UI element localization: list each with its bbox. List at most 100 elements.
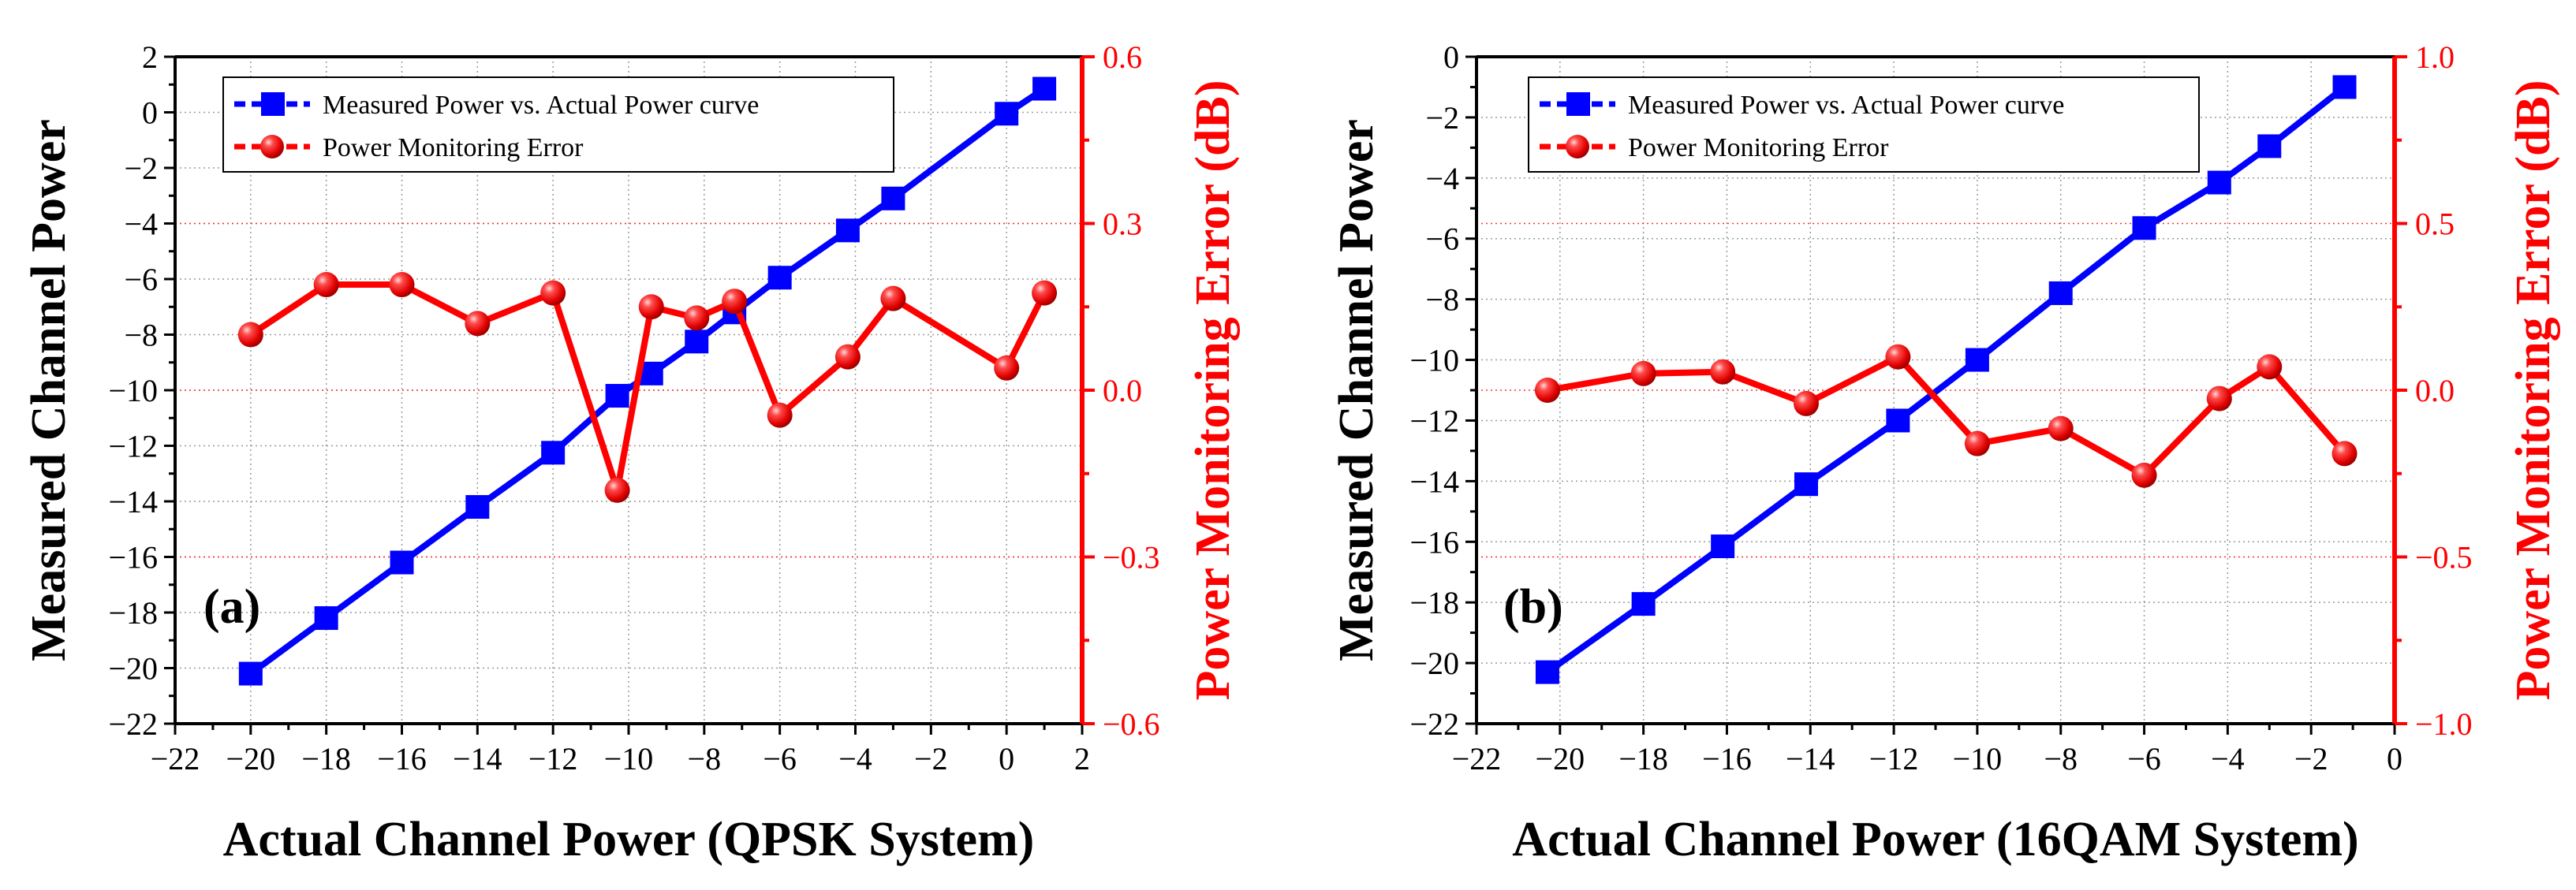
- legend: Measured Power vs. Actual Power curve Pow…: [222, 76, 894, 173]
- y-tick-label: 0: [1443, 39, 1459, 75]
- data-point-sphere: [1793, 390, 1819, 416]
- y-tick-label: −18: [108, 595, 158, 631]
- legend-marker-square: [261, 92, 285, 116]
- panel-label: (a): [203, 580, 260, 634]
- x-tick-label: −22: [151, 741, 200, 776]
- data-point-square: [1794, 472, 1818, 497]
- data-point-square: [465, 495, 490, 519]
- chart-panel-b: −22 −20 −18 −16 −14 −12 −10 −8 −6 −4 −2 0−22−20−18−…: [1330, 39, 2560, 866]
- y-tick-label: 0: [142, 95, 158, 131]
- data-point-sphere: [994, 355, 1020, 381]
- y-tick-label: −6: [124, 262, 158, 297]
- legend-box: [222, 76, 894, 173]
- x-tick-label: 0: [2387, 741, 2402, 776]
- legend-label: Measured Power vs. Actual Power curve: [323, 91, 759, 120]
- y-tick-label: −6: [1425, 222, 1459, 257]
- data-point-sphere: [684, 305, 710, 331]
- y-tick-label: −16: [108, 540, 158, 575]
- x-tick-label: 0: [999, 741, 1014, 776]
- y-tick-label: −12: [108, 429, 158, 464]
- data-point-sphere: [1630, 360, 1656, 386]
- data-point-sphere: [1710, 359, 1736, 385]
- x-tick-label: −16: [377, 741, 427, 776]
- legend: Measured Power vs. Actual Power curve Pow…: [1528, 76, 2200, 173]
- data-point-sphere: [2131, 462, 2157, 488]
- y-tick-label: −4: [124, 207, 158, 242]
- data-point-square: [390, 550, 414, 575]
- data-point-square: [685, 330, 709, 354]
- series-line-monitoring-error: [1547, 353, 2347, 479]
- y-tick-label: −4: [1425, 161, 1459, 196]
- data-point-square: [2257, 134, 2282, 158]
- y-tick-label: −10: [1409, 343, 1459, 378]
- y-tick-label: −22: [1409, 706, 1459, 742]
- data-point-sphere: [2048, 415, 2074, 441]
- x-tick-label: −6: [763, 741, 797, 776]
- x-tick-label: −12: [1869, 741, 1919, 776]
- x-tick-label: −2: [914, 741, 948, 776]
- data-point-square: [995, 102, 1019, 126]
- data-point-sphere: [834, 344, 861, 370]
- data-point-square: [314, 606, 338, 631]
- y-tick-label: −10: [108, 373, 158, 408]
- y-tick-label: −8: [124, 318, 158, 353]
- y-tick-label: −14: [108, 484, 158, 519]
- y-tick-label: 2: [142, 39, 158, 75]
- data-point-square: [1535, 660, 1559, 684]
- y-tick-label: −18: [1409, 585, 1459, 620]
- data-point-square: [541, 441, 566, 465]
- x-tick-label: −14: [1786, 741, 1835, 776]
- data-point-square: [767, 266, 792, 290]
- y-tick-label: −8: [1425, 282, 1459, 318]
- y2-tick-label: −0.3: [1103, 540, 1160, 575]
- x-tick-label: −4: [2211, 741, 2245, 776]
- y2-tick-label: 0.6: [1103, 39, 1142, 75]
- data-point-square: [1711, 534, 1735, 559]
- data-point-square: [2332, 75, 2357, 99]
- legend-box: [1528, 76, 2200, 173]
- data-point-sphere: [540, 280, 566, 306]
- data-point-square: [2132, 216, 2156, 240]
- panel-label: (b): [1503, 580, 1563, 634]
- legend-label: Power Monitoring Error: [323, 133, 584, 162]
- data-point-square: [1965, 348, 1989, 372]
- data-point-sphere: [465, 311, 491, 337]
- data-point-sphere: [1534, 378, 1560, 403]
- x-tick-label: −2: [2294, 741, 2328, 776]
- y2-tick-label: 0.0: [2415, 373, 2455, 408]
- y-tick-label: −20: [1409, 646, 1459, 681]
- x-tick-label: −18: [301, 741, 351, 776]
- y2-axis-title: Power Monitoring Error (dB): [2507, 80, 2560, 701]
- data-point-sphere: [722, 289, 748, 315]
- legend-marker-sphere: [1566, 135, 1589, 158]
- legend-marker-sphere: [260, 135, 284, 158]
- data-point-sphere: [389, 272, 415, 298]
- data-point-sphere: [1885, 344, 1911, 370]
- x-tick-label: −20: [226, 741, 276, 776]
- chart-panel-a: −22 −20 −18 −16 −14 −12 −10 −8 −6 −4 −2 0 2−22−20−18…: [22, 39, 1240, 866]
- x-tick-label: −18: [1618, 741, 1668, 776]
- y2-tick-label: 0.3: [1103, 207, 1142, 242]
- y2-tick-label: 0.5: [2415, 207, 2455, 242]
- data-point-sphere: [880, 285, 906, 311]
- x-tick-label: −6: [2127, 741, 2161, 776]
- data-point-sphere: [2257, 354, 2283, 380]
- y2-tick-label: −1.0: [2415, 706, 2473, 742]
- x-tick-label: 2: [1074, 741, 1090, 776]
- data-point-sphere: [2331, 441, 2358, 467]
- y-axis-title: Measured Channel Power: [22, 119, 76, 661]
- data-point-sphere: [237, 322, 263, 348]
- x-tick-label: −14: [453, 741, 502, 776]
- x-tick-label: −4: [838, 741, 872, 776]
- data-point-sphere: [1032, 280, 1058, 306]
- x-tick-label: −10: [1953, 741, 2003, 776]
- data-point-square: [835, 218, 860, 243]
- y2-tick-label: 1.0: [2415, 39, 2455, 75]
- data-point-square: [2048, 281, 2073, 305]
- y2-tick-label: 0.0: [1103, 373, 1142, 408]
- y-tick-label: −12: [1409, 403, 1459, 438]
- x-axis-title: Actual Channel Power (16QAM System): [1512, 813, 2358, 866]
- y-tick-label: −2: [124, 151, 158, 186]
- y2-tick-label: −0.5: [2415, 540, 2473, 575]
